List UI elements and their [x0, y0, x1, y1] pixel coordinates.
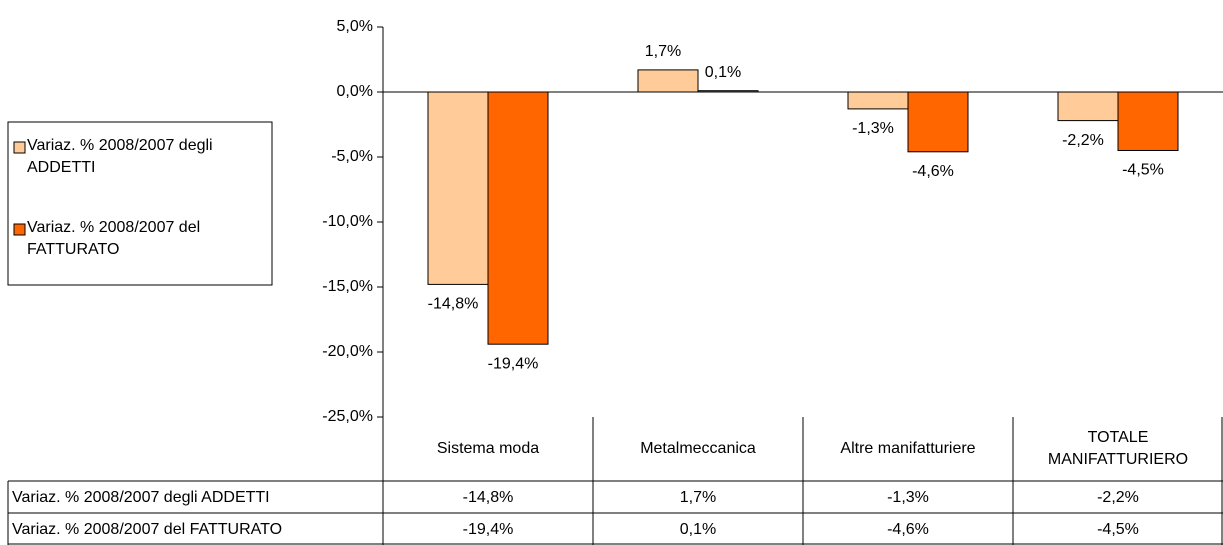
value-label: -19,4%	[488, 355, 539, 372]
y-tick-label: -5,0%	[331, 148, 373, 165]
bar	[847, 91, 909, 110]
y-tick-label: 5,0%	[337, 18, 373, 35]
bar	[1057, 91, 1119, 122]
table-cell: 0,1%	[680, 521, 716, 538]
text-box: Metalmeccanica	[640, 440, 756, 457]
bar	[907, 91, 969, 153]
y-tick-label: -25,0%	[322, 408, 373, 425]
text-box: Variaz. % 2008/2007 del FATTURATO	[27, 219, 201, 258]
legend-swatch	[13, 141, 26, 154]
table-cell: -19,4%	[463, 521, 514, 538]
x-tick-label: Altre manifatturiere	[840, 440, 976, 457]
value-label: -4,6%	[912, 163, 954, 180]
bar	[1117, 91, 1179, 151]
bar	[637, 69, 699, 93]
row-header: Variaz. % 2008/2007 degli ADDETTI	[12, 489, 270, 506]
legend-label: Variaz. % 2008/2007 degli ADDETTI	[27, 137, 213, 176]
text-box: Altre manifatturiere	[840, 440, 976, 457]
table-cell: -4,6%	[887, 521, 929, 538]
table-cell: 1,7%	[680, 489, 716, 506]
table-cell: -14,8%	[463, 489, 514, 506]
legend-swatch	[13, 223, 26, 236]
row-header: Variaz. % 2008/2007 del FATTURATO	[12, 521, 282, 538]
x-tick-label: Sistema moda	[436, 440, 540, 457]
value-label: 1,7%	[645, 43, 681, 60]
y-tick-label: -20,0%	[322, 343, 373, 360]
value-label: 0,1%	[705, 64, 741, 81]
legend-box	[7, 121, 273, 286]
x-tick-label: Metalmeccanica	[640, 440, 756, 457]
legend-label: Variaz. % 2008/2007 del FATTURATO	[27, 219, 201, 258]
table-cell: -1,3%	[887, 489, 929, 506]
text-box: Sistema moda	[436, 440, 540, 457]
text-box: TOTALE MANIFATTURIERO	[1047, 429, 1189, 468]
y-tick-label: -10,0%	[322, 213, 373, 230]
table-cell: -2,2%	[1097, 489, 1139, 506]
value-label: -4,5%	[1122, 162, 1164, 179]
text-box: Variaz. % 2008/2007 degli ADDETTI	[27, 137, 213, 176]
value-label: -1,3%	[852, 120, 894, 137]
bar	[487, 91, 549, 345]
table-cell: -4,5%	[1097, 521, 1139, 538]
value-label: -2,2%	[1062, 132, 1104, 149]
bar	[427, 91, 489, 285]
x-tick-label: TOTALE MANIFATTURIERO	[1047, 429, 1189, 468]
y-tick-label: -15,0%	[322, 278, 373, 295]
value-label: -14,8%	[428, 296, 479, 313]
y-tick-label: 0,0%	[337, 83, 373, 100]
